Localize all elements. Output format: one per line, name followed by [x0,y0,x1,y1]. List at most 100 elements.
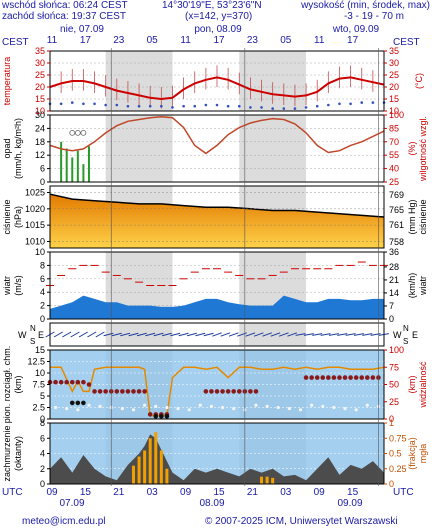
compass-east-label: E [38,330,44,340]
dew-point-dot [226,104,230,108]
wind-direction-arrow [70,331,80,338]
cloud-base-dot [236,389,242,394]
y-tick-label: 18 [35,137,45,147]
y-tick-label: 50 [389,380,399,390]
y-tick-label: 0 [389,414,394,424]
cloud-base-dot [58,379,64,385]
cloud-base-dot [320,375,326,380]
bottom-date-label: 09.09 [337,498,362,509]
cloud-base-dot [314,375,320,380]
bottom-hour-label: 09 [314,487,326,498]
low-cloud-dot [76,408,80,412]
cloud-base-dot [125,389,131,394]
y-tick-label: 769 [389,190,404,200]
top-hour-label: 11 [47,35,58,46]
y-tick-label: 30 [389,58,399,68]
fog-bar [271,477,275,484]
y-tick-label: 35 [35,46,45,56]
y-tick-label: 0.5 [389,449,402,459]
y-tick-label: 0.75 [389,433,407,443]
fog-unit-label: (frakcja) [407,437,417,470]
dew-point-dot [237,104,241,108]
bottom-time-axis: UTC UTC [2,487,414,498]
y-tick-label: 24 [35,123,45,133]
dew-point-dot [360,101,364,104]
pressure-right-axis-label: ciśnienie [418,199,428,234]
y-tick-label: 35 [389,46,399,56]
wind-direction-arrow [153,332,164,337]
temperature-unit-label: (°C) [414,73,424,89]
wind-direction-arrow [178,332,189,337]
dew-point-dot [160,104,163,108]
y-tick-label: 40 [389,164,399,174]
wind-direction-arrow [212,332,222,337]
cloud-base-dot [326,375,331,380]
top-hour-label: 05 [147,35,159,46]
cloud-base-dot [342,375,348,380]
panel-frame [49,322,385,347]
wind-area [50,295,384,319]
visibility-axis-label: widzialność [418,361,428,409]
panel-frame [49,251,385,320]
cloud-base-dot [337,375,342,380]
low-cloud-dot [98,404,102,408]
y-tick-label: 75 [389,362,399,372]
dew-point-dot [349,102,352,106]
dew-point-dot [249,106,252,109]
top-time-axis: CEST CEST [2,37,420,48]
dew-point-dot [193,104,197,108]
wind-direction-arrow [220,332,231,337]
coordinates-text: 14°30'19"E, 53°23'6"N [162,0,262,11]
low-cloud-dot [265,404,269,408]
cloud-base-dot [103,389,108,394]
panel-frame [49,50,385,112]
wind-direction-arrow [186,332,197,337]
shower-marker [69,129,76,136]
dew-point-dot [70,101,74,104]
y-tick-label: 2 [40,464,45,474]
y-tick-label: 70 [389,137,399,147]
low-cloud-dot [232,407,236,411]
cloud-base-dot [147,412,153,417]
dew-point-dot [171,106,174,109]
wind-direction-arrow [253,332,264,337]
precipitation-axis-label: opad [2,138,12,158]
y-tick-label: 761 [389,220,404,230]
y-tick-label: 25 [389,177,399,187]
pressure-right-unit-label: (mm Hg) [407,200,417,235]
y-tick-label: 25 [389,397,399,407]
humidity-line [49,116,385,155]
low-cloud-dot [332,405,336,410]
pressure-axis-label: ciśnienie [2,199,12,234]
cloud-base-dot [331,375,337,380]
dew-point-dot [204,103,208,107]
top-hour-label: 05 [280,35,292,46]
bottom-hour-label: 03 [147,487,159,498]
y-tick-label: 4 [40,449,45,459]
precipitation-bar [65,148,68,182]
y-tick-label: 758 [389,237,404,247]
wind-direction-arrow [345,333,356,336]
compass-west-label: W [18,330,27,340]
dew-point-dot [215,103,219,107]
top-axis-left-label: CEST [2,37,29,48]
dew-point-dot [271,107,274,110]
wind-direction-arrow [320,333,331,336]
y-tick-label: 2.5 [32,403,45,413]
shower-marker [74,129,81,136]
wind-unit-label: (m/s) [13,275,23,296]
wind-direction-arrow [270,332,281,337]
low-cloud-dot [120,407,124,411]
y-tick-label: 4 [40,287,45,297]
bottom-axis-right-label: UTC [393,487,414,498]
y-tick-label: 12.5 [27,357,45,367]
footer-email[interactable]: meteo@icm.edu.pl [22,516,106,527]
wind-direction-arrow [245,332,256,337]
y-tick-label: 0.25 [389,464,407,474]
bottom-hour-label: 15 [213,487,225,498]
low-cloud-dot [321,404,325,408]
grid-point-text: (x=142, y=370) [185,11,253,22]
precipitation-bar [76,150,79,182]
cloud-base-dot [86,382,92,387]
y-tick-label: 6 [40,274,45,284]
